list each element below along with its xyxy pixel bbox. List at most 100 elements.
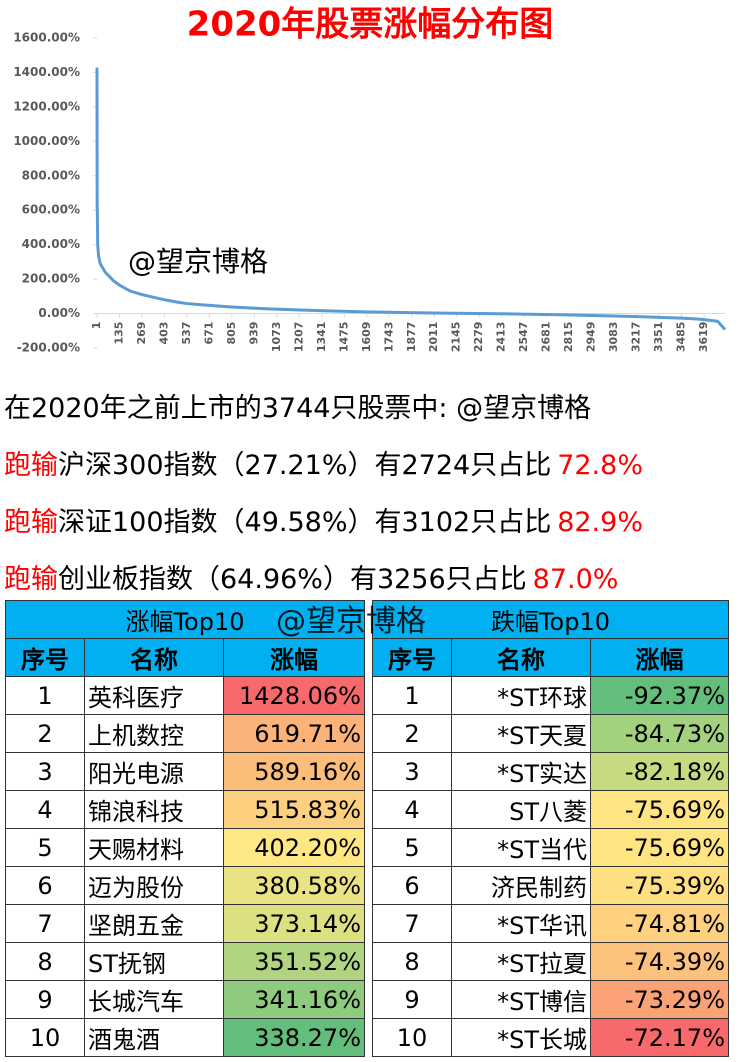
name: 酒鬼酒 [84, 1018, 224, 1057]
summary-line: 跑输深证100指数（49.58%）有3102只占比 82.9% [4, 500, 643, 539]
intro: 在2020年之前上市的3744只股票中: [4, 393, 448, 424]
row: 6 济民制药 -75.39% [372, 866, 729, 905]
change: 338.27% [223, 1018, 365, 1057]
x-tick-label: 1743 [382, 322, 395, 353]
x-tick-label: 1073 [270, 322, 283, 353]
y-tick-label: 1200.00% [13, 99, 80, 113]
change: -74.81% [590, 904, 729, 943]
statement: 沪深300指数（27.21%）有2724只占比 [58, 450, 552, 481]
summary-line: 跑输沪深300指数（27.21%）有2724只占比 72.8% [4, 443, 643, 482]
column-header: 涨幅 [590, 638, 729, 677]
x-tick-label: 671 [202, 322, 215, 345]
row: 9 *ST博信 -73.29% [372, 980, 729, 1019]
rank: 1 [5, 676, 85, 715]
change: -84.73% [590, 714, 729, 753]
table-title: 涨幅Top10 [5, 600, 365, 639]
change: 373.14% [223, 904, 365, 943]
x-tick-label: 3619 [697, 322, 710, 353]
y-tick-label: 200.00% [22, 272, 80, 286]
change: 589.16% [223, 752, 365, 791]
column-row: 序号 名称 涨幅 [372, 638, 729, 677]
name: 天赐材料 [84, 828, 224, 867]
name: 济民制药 [451, 866, 591, 905]
rank: 3 [5, 752, 85, 791]
rank: 1 [372, 676, 452, 715]
name: 英科医疗 [84, 676, 224, 715]
x-tick-label: 939 [247, 322, 260, 345]
rank: 9 [372, 980, 452, 1019]
statement: 深证100指数（49.58%）有3102只占比 [58, 507, 552, 538]
name: *ST当代 [451, 828, 591, 867]
row: 7 *ST华讯 -74.81% [372, 904, 729, 943]
column-header: 序号 [5, 638, 85, 677]
change: 402.20% [223, 828, 365, 867]
change: 1428.06% [223, 676, 365, 715]
rank: 8 [5, 942, 85, 981]
change: -75.69% [590, 790, 729, 829]
rank: 8 [372, 942, 452, 981]
x-tick-label: 537 [180, 322, 193, 345]
rank: 9 [5, 980, 85, 1019]
title-row: 跌幅Top10 [372, 600, 729, 639]
row: 8 ST抚钢 351.52% [5, 942, 365, 981]
name: 锦浪科技 [84, 790, 224, 829]
rank: 6 [5, 866, 85, 905]
row: 3 *ST实达 -82.18% [372, 752, 729, 791]
change: 515.83% [223, 790, 365, 829]
x-tick-label: 1877 [405, 322, 418, 353]
intro-line: 在2020年之前上市的3744只股票中: @望京博格 [4, 386, 591, 425]
row: 1 *ST环球 -92.37% [372, 676, 729, 715]
y-tick-label: 400.00% [22, 237, 80, 251]
row: 1 英科医疗 1428.06% [5, 676, 365, 715]
x-tick-label: 2815 [562, 322, 575, 353]
column-header: 名称 [451, 638, 591, 677]
share: 82.9% [557, 507, 643, 538]
x-tick-label: 805 [225, 322, 238, 345]
name: ST抚钢 [84, 942, 224, 981]
rank: 6 [372, 866, 452, 905]
name: 上机数控 [84, 714, 224, 753]
change: -75.69% [590, 828, 729, 867]
x-tick-label: 135 [112, 322, 125, 345]
change: 351.52% [223, 942, 365, 981]
y-tick-label: 1000.00% [13, 134, 80, 148]
row: 6 迈为股份 380.58% [5, 866, 365, 905]
share: 72.8% [557, 450, 643, 481]
watermark: @望京博格 [276, 604, 426, 639]
y-tick-label: 800.00% [22, 168, 80, 182]
column-header: 名称 [84, 638, 224, 677]
x-tick-label: 2547 [517, 322, 530, 353]
name: *ST博信 [451, 980, 591, 1019]
x-tick-label: 1609 [360, 322, 373, 353]
row: 5 天赐材料 402.20% [5, 828, 365, 867]
change: -92.37% [590, 676, 729, 715]
summary-line: 跑输创业板指数（64.96%）有3256只占比 87.0% [4, 557, 618, 596]
rank: 4 [5, 790, 85, 829]
lead: 跑输 [4, 564, 58, 595]
name: *ST天夏 [451, 714, 591, 753]
name: *ST长城 [451, 1018, 591, 1057]
statement: 创业板指数（64.96%）有3256只占比 [58, 564, 527, 595]
x-tick-label: 3485 [675, 322, 688, 353]
column-header: 涨幅 [223, 638, 365, 677]
rank: 10 [372, 1018, 452, 1057]
name: 长城汽车 [84, 980, 224, 1019]
rank: 7 [372, 904, 452, 943]
change: -72.17% [590, 1018, 729, 1057]
name: 迈为股份 [84, 866, 224, 905]
lead: 跑输 [4, 507, 58, 538]
row: 7 坚朗五金 373.14% [5, 904, 365, 943]
change: 619.71% [223, 714, 365, 753]
losers-table: 跌幅Top10 序号 名称 涨幅 1 *ST环球 -92.37% 2 *ST天夏 -84.73% 3… [372, 600, 729, 1057]
name: 阳光电源 [84, 752, 224, 791]
y-tick-label: 0.00% [38, 306, 80, 320]
change: -74.39% [590, 942, 729, 981]
name: *ST华讯 [451, 904, 591, 943]
change: -82.18% [590, 752, 729, 791]
watermark: @望京博格 [128, 245, 268, 278]
change: -73.29% [590, 980, 729, 1019]
change: 380.58% [223, 866, 365, 905]
x-tick-label: 3351 [652, 322, 665, 353]
y-tick-label: -200.00% [17, 341, 80, 355]
